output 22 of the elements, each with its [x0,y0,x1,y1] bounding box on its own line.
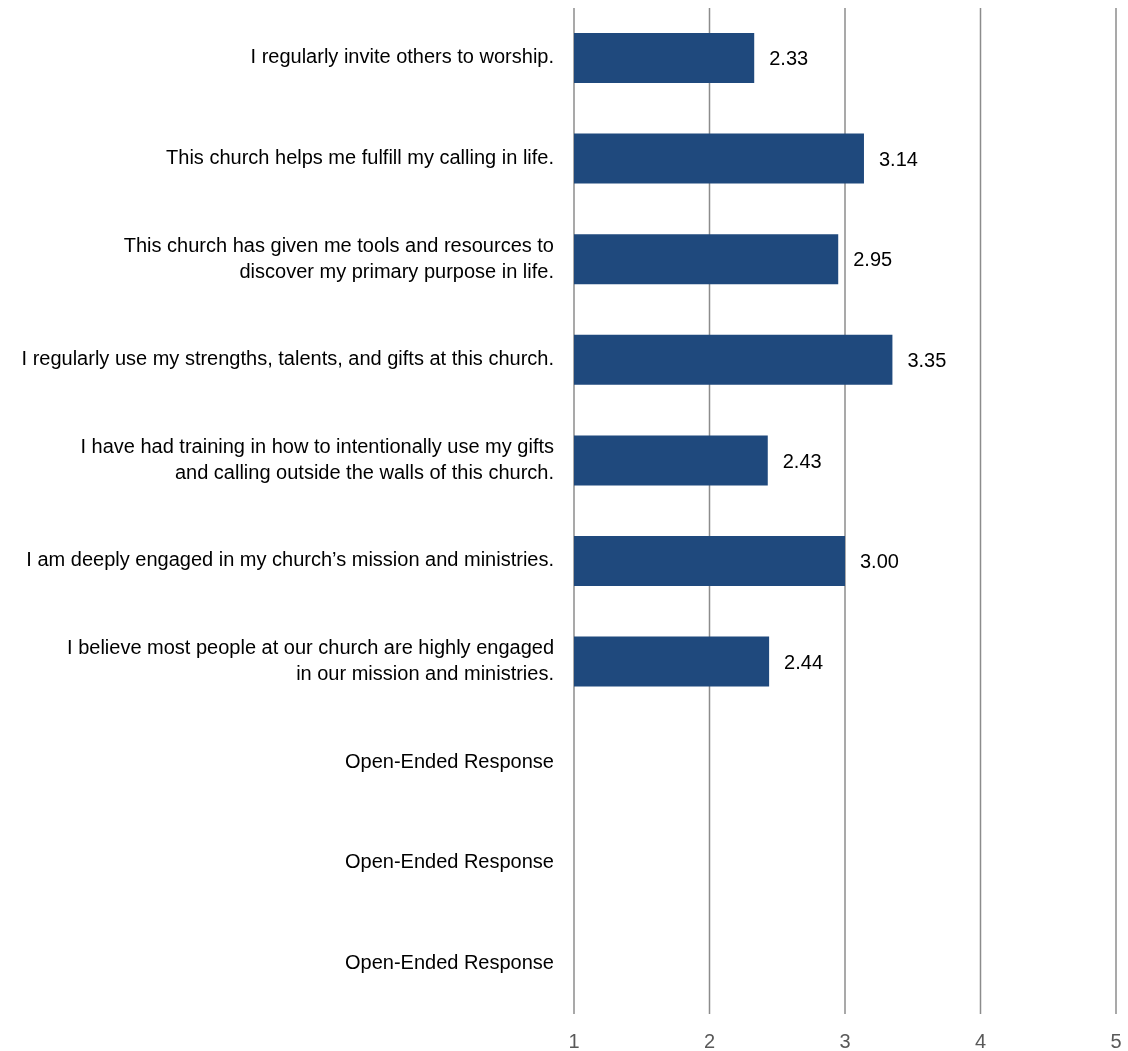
data-label: 3.35 [907,348,947,371]
data-label: 3.14 [878,147,918,170]
y-tick-label: This church helps me fulfill my calling in life. [166,146,554,169]
y-tick-label: I am deeply engaged in my church’s mission and ministries. [26,548,554,571]
data-label: 2.33 [769,47,809,70]
x-tick-label: 2 [703,1030,716,1051]
data-label: 3.00 [860,550,899,573]
y-tick-label: I have had training in how to intentionally use my gifts and calling outside the walls of this church. [80,434,554,483]
y-tick-label: I believe most people at our church are highly engaged in our mission and ministries. [67,636,554,685]
y-tick-label: Open-Ended Response [344,950,554,973]
y-tick-label: Open-Ended Response [344,850,554,873]
x-tick-label: 1 [568,1030,580,1051]
data-label: 2.43 [782,449,822,472]
data-label: 2.44 [784,650,824,673]
data-label: 2.95 [853,248,893,271]
y-tick-label: I regularly invite others to worship. [250,45,554,68]
x-tick-label: 4 [974,1030,987,1051]
x-tick-label: 5 [1110,1030,1122,1051]
y-tick-label: This church has given me tools and resources to discover my primary purpose in life. [123,233,554,282]
x-tick-label: 3 [839,1030,851,1051]
y-tick-label: I regularly use my strengths, talents, and gifts at this church. [21,347,554,370]
y-tick-label: Open-Ended Response [344,749,554,772]
